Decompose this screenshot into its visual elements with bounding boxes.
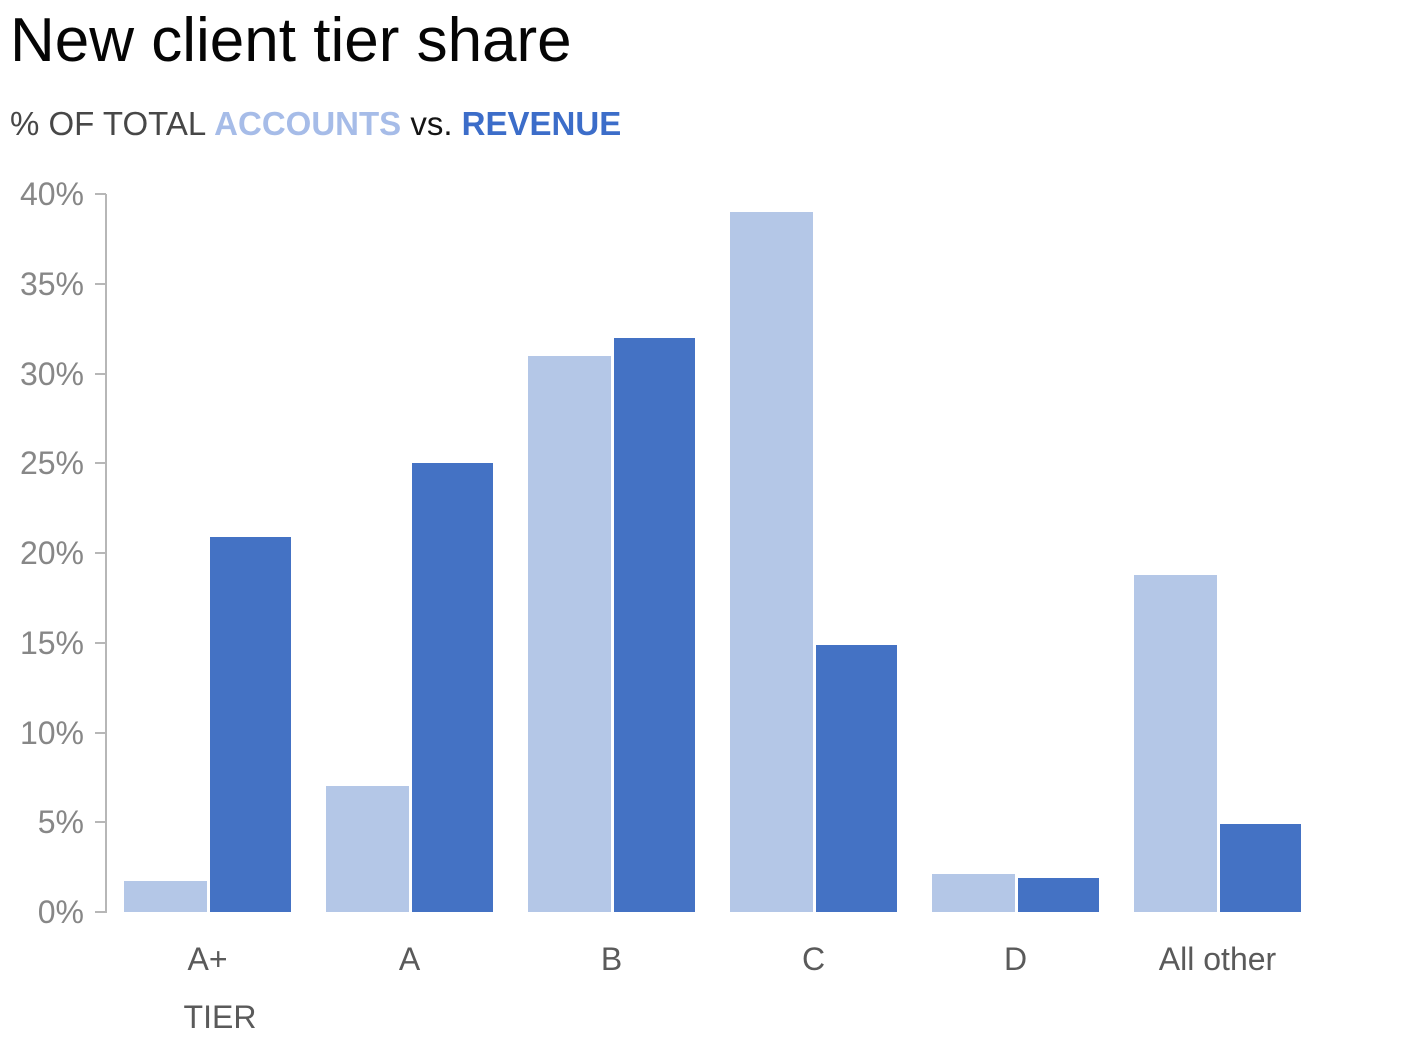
y-tick-0%	[95, 911, 106, 913]
y-tick-label-0%: 0%	[37, 894, 84, 930]
bar-revenue-c	[816, 645, 897, 912]
y-tick-5%	[95, 821, 106, 823]
x-category-label-a: A	[398, 941, 421, 977]
y-tick-label-10%: 10%	[19, 715, 84, 751]
y-tick-label-25%: 25%	[19, 445, 84, 481]
y-tick-label-35%: 35%	[19, 266, 84, 302]
x-category-label-all-other: All other	[1158, 941, 1277, 977]
bar-revenue-a	[412, 463, 493, 912]
subtitle-vs: vs.	[401, 105, 462, 142]
bar-accounts-a	[326, 786, 409, 912]
bar-revenue-b	[614, 338, 695, 912]
bar-accounts-b	[528, 356, 611, 912]
y-tick-40%	[95, 193, 106, 195]
bar-revenue-all-other	[1220, 824, 1301, 912]
x-category-label-c: C	[801, 941, 826, 977]
y-tick-25%	[95, 462, 106, 464]
x-axis-title: TIER	[183, 999, 257, 1035]
chart-title: New client tier share	[10, 6, 572, 75]
bar-accounts-c	[730, 212, 813, 912]
y-tick-10%	[95, 732, 106, 734]
legend-accounts-label: ACCOUNTS	[214, 105, 402, 142]
bar-revenue-a+	[210, 537, 291, 912]
y-tick-label-20%: 20%	[19, 535, 84, 571]
y-tick-label-40%: 40%	[19, 176, 84, 212]
y-tick-15%	[95, 642, 106, 644]
y-tick-20%	[95, 552, 106, 554]
y-tick-label-5%: 5%	[37, 804, 84, 840]
x-category-label-b: B	[600, 941, 623, 977]
y-tick-35%	[95, 283, 106, 285]
x-category-label-d: D	[1003, 941, 1028, 977]
x-category-label-a+: A+	[187, 941, 228, 977]
bar-accounts-d	[932, 874, 1015, 912]
bar-revenue-d	[1018, 878, 1099, 912]
y-tick-label-30%: 30%	[19, 356, 84, 392]
legend-revenue-label: REVENUE	[461, 105, 622, 142]
y-axis-line	[105, 194, 107, 913]
y-tick-label-15%: 15%	[19, 625, 84, 661]
bar-accounts-all-other	[1134, 575, 1217, 912]
chart-subtitle: % OF TOTAL ACCOUNTS vs. REVENUE	[10, 104, 621, 144]
y-tick-30%	[95, 373, 106, 375]
bar-accounts-a+	[124, 881, 207, 912]
subtitle-prefix: % OF TOTAL	[10, 105, 215, 142]
